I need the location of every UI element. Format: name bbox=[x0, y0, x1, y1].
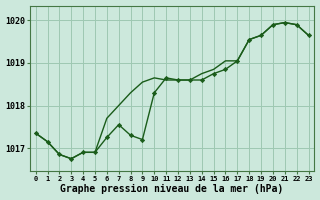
X-axis label: Graphe pression niveau de la mer (hPa): Graphe pression niveau de la mer (hPa) bbox=[60, 184, 284, 194]
